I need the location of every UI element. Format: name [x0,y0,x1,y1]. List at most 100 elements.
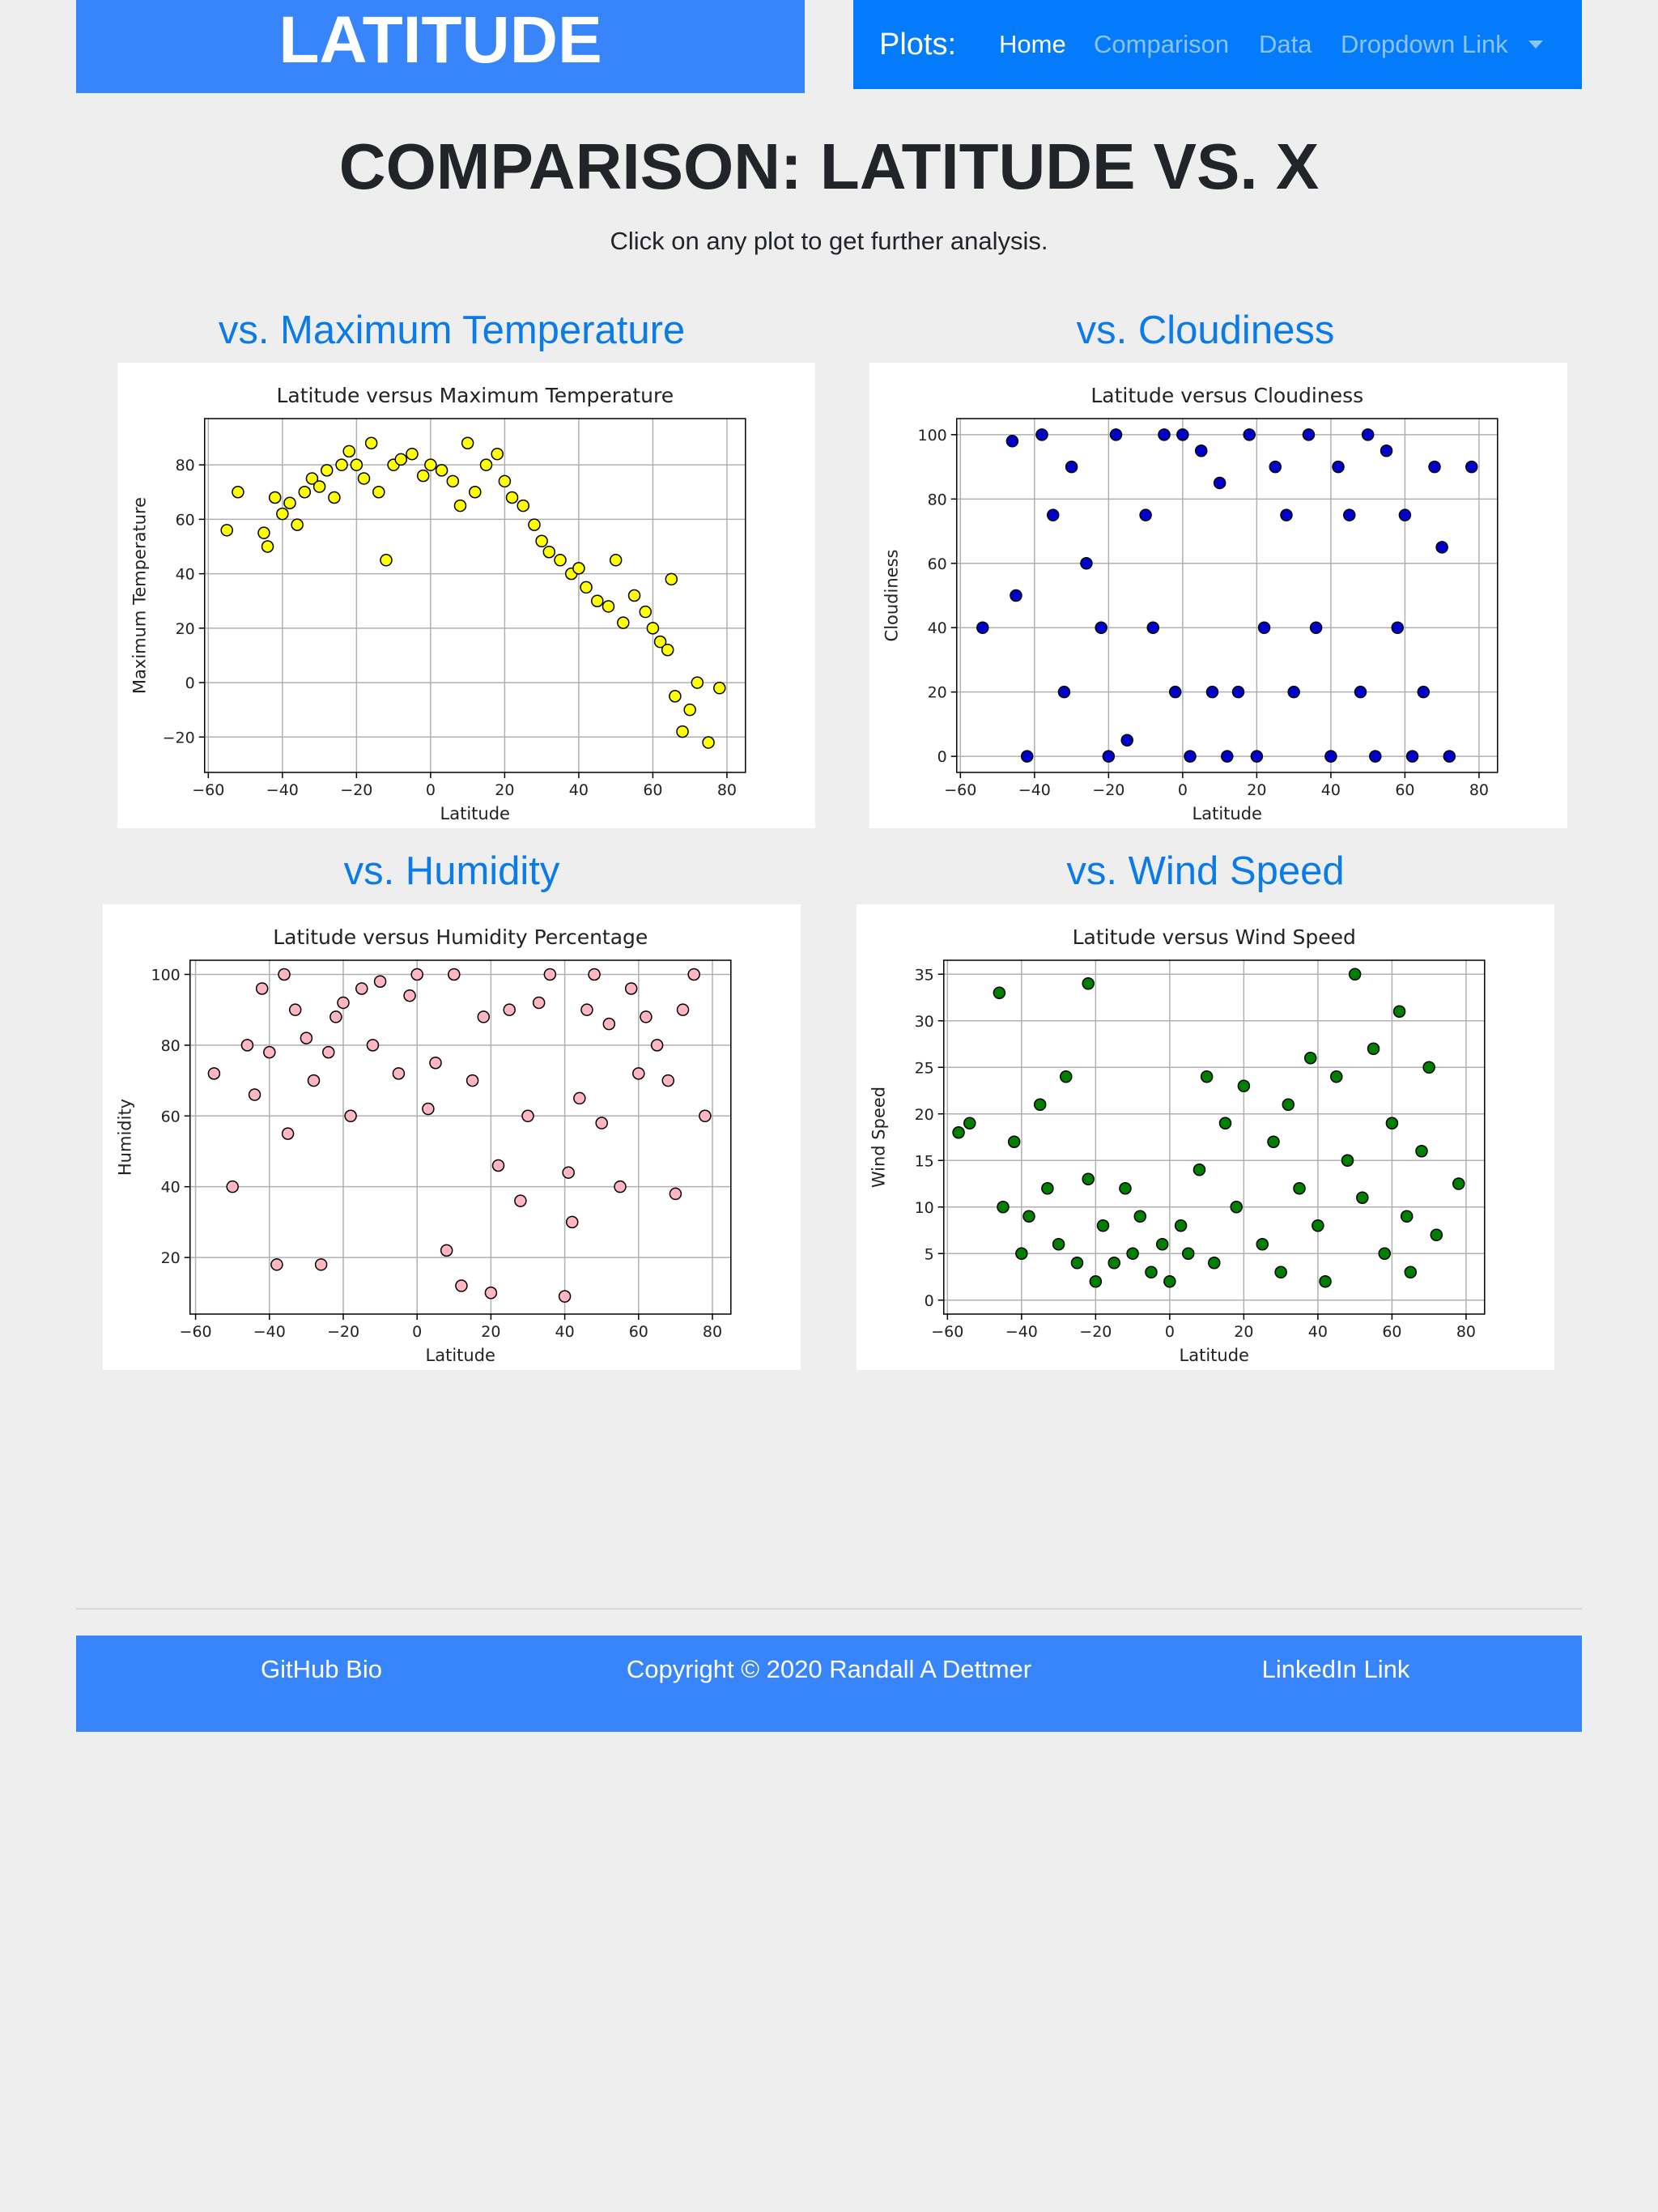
nav-link[interactable]: Comparison [1094,30,1230,58]
x-axis-label: Latitude [440,804,510,823]
dropdown-caret[interactable] [1528,40,1543,49]
nav-link[interactable]: Dropdown Link [1341,30,1508,58]
brand-bar: LATITUDE [76,0,805,93]
point [1007,1135,1021,1148]
section-heading: vs. Maximum Temperature [218,308,686,352]
point [350,458,363,471]
point [503,1003,516,1016]
x-tick-label: −60 [192,781,224,799]
point [312,480,326,493]
point [1139,508,1152,521]
y-tick-label: 25 [915,1059,934,1077]
axes-frame [943,959,1486,1315]
point [580,581,593,594]
point [394,453,408,466]
point [1250,750,1264,763]
point [676,1003,690,1016]
point [639,605,653,619]
point [528,518,541,531]
point [1022,1210,1035,1223]
x-axis-label: Latitude [1180,1346,1249,1365]
nav-link[interactable]: Data [1259,30,1312,58]
x-tick-label: −20 [1079,1323,1112,1341]
point [1070,1257,1084,1270]
point [1059,1070,1073,1083]
point [640,1010,653,1023]
point [665,572,678,586]
point [1302,428,1316,441]
point [1080,557,1093,570]
y-tick-label: 60 [928,555,947,573]
point [1033,1098,1047,1111]
point [1309,621,1323,634]
point [1237,1079,1251,1092]
point [364,436,378,450]
chart-title: Latitude versus Maximum Temperature [276,384,674,407]
point [646,622,660,635]
chart[interactable]: Latitude versus Wind Speed −60 −40 −20 0 20 40… [857,904,1554,1370]
chart[interactable]: Latitude versus Maximum Temperature −60 −4… [117,363,815,828]
point [446,474,460,488]
y-tick-label: 30 [915,1013,934,1031]
x-tick-label: 80 [717,781,737,799]
point [1102,750,1116,763]
point [1126,1247,1139,1260]
nav-link[interactable]: Home [999,30,1066,58]
chart[interactable]: Latitude versus Humidity Percentage −60 −4… [103,904,801,1370]
point [653,635,667,649]
point [372,486,385,499]
point [993,986,1006,999]
point [1057,685,1071,699]
point [1052,1238,1065,1251]
point [1174,1219,1188,1232]
x-tick-label: 20 [1234,1323,1253,1341]
point [1230,1201,1243,1214]
y-axis-label: Wind Speed [869,1087,888,1188]
x-tick-label: 60 [1395,781,1414,799]
x-tick-label: −40 [1005,1323,1038,1341]
point [669,1187,682,1201]
point [288,1003,302,1016]
page-title: COMPARISON: LATITUDE VS. X [338,130,1320,202]
point [1184,750,1197,763]
x-tick-label: −60 [180,1323,212,1341]
point [1192,1163,1206,1176]
chart[interactable]: Latitude versus Cloudiness −60 −40 −20 0 20 40… [869,363,1567,828]
point [572,562,585,575]
point [257,526,270,539]
point [1041,1182,1054,1195]
point [699,1109,712,1123]
point [1155,1238,1169,1251]
x-tick-label: −60 [944,781,976,799]
point [220,524,233,537]
point [1221,750,1234,763]
point [322,1045,335,1059]
x-axis-label: Latitude [426,1346,495,1365]
point [1218,1117,1232,1129]
point [466,1074,479,1087]
point [1015,1247,1028,1260]
point [1213,476,1226,490]
point [355,982,368,995]
brand[interactable]: LATITUDE [278,3,602,77]
point [344,1109,357,1123]
point [461,436,474,450]
y-tick-label: 5 [925,1245,934,1263]
y-tick-label: 10 [915,1199,934,1217]
point [440,1244,453,1257]
point [588,968,601,981]
footer-link[interactable]: GitHub Bio [261,1655,382,1683]
y-tick-label: 40 [176,566,195,584]
x-tick-label: 0 [1165,1323,1175,1341]
point [1133,1210,1147,1223]
point [558,1290,572,1303]
point [1392,1005,1406,1018]
footer-link[interactable]: LinkedIn Link [1261,1655,1410,1683]
point [1287,685,1300,699]
point [624,982,638,995]
point [1095,621,1107,634]
point [283,496,296,509]
point [477,1010,491,1023]
point [298,486,312,499]
